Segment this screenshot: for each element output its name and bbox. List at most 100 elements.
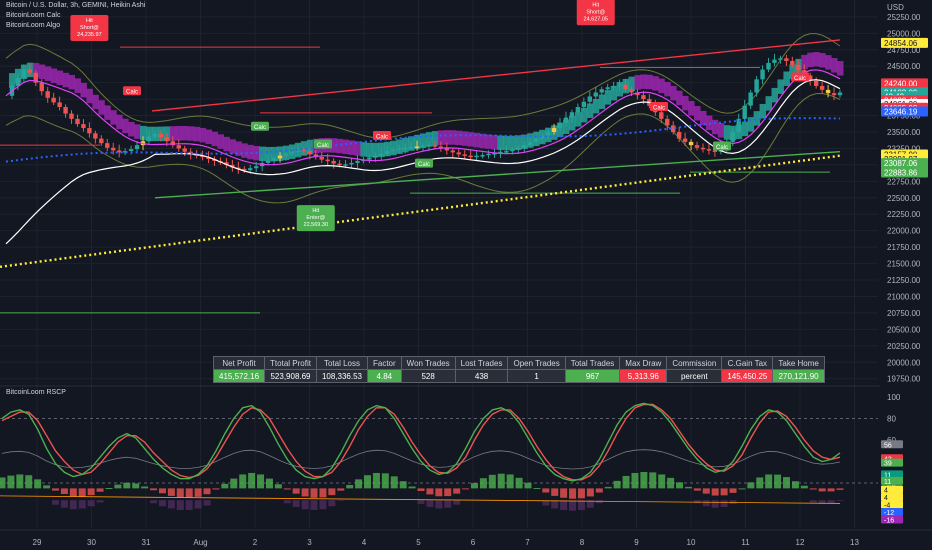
ribbon-segment	[74, 78, 81, 93]
ribbon-segment	[473, 132, 481, 148]
oscillator-title[interactable]: BitcoinLoom RSCP	[6, 389, 66, 396]
histogram-bar-purple	[836, 500, 844, 501]
histogram-bar	[408, 486, 416, 489]
histogram-bar	[604, 486, 612, 489]
osc-label-box	[881, 476, 903, 485]
histogram-bar	[87, 488, 95, 496]
histogram-bar-purple	[60, 500, 68, 508]
candle-body	[39, 82, 44, 92]
candle-body	[116, 150, 122, 153]
histogram-bar-purple	[711, 500, 719, 508]
candle-body	[796, 64, 801, 71]
ribbon-segment	[664, 81, 671, 97]
histogram-bar-purple	[185, 500, 193, 510]
histogram-bar	[292, 488, 300, 494]
histogram-bar	[738, 488, 746, 490]
ribbon-segment	[747, 117, 755, 132]
signal-box	[70, 15, 109, 42]
ribbon-segment	[771, 87, 778, 103]
stats-header-cell: Won Trades	[400, 356, 456, 370]
candle-body	[164, 137, 170, 142]
calc-tag-text: Calc	[653, 106, 665, 112]
candle-body	[474, 155, 479, 158]
candle-body	[528, 141, 533, 146]
time-tick-label: 3	[307, 538, 312, 547]
osc-label-text: -12	[884, 510, 894, 517]
histogram-bar	[114, 484, 122, 489]
histogram-bar	[533, 487, 541, 489]
osc-label-box	[881, 492, 903, 501]
stats-header-cell: Ttotal Profit	[264, 356, 317, 370]
histogram-bar-purple	[69, 500, 77, 510]
candle-body	[813, 80, 819, 86]
candle-body	[51, 97, 56, 103]
calc-tag-text: Calc	[376, 134, 388, 140]
histogram-bar	[497, 473, 505, 489]
candle-body	[456, 152, 461, 155]
ribbon-segment	[38, 64, 46, 79]
time-tick-label: 7	[525, 538, 530, 547]
histogram-bar	[791, 481, 799, 489]
ribbon-segment	[86, 88, 93, 104]
symbol-title[interactable]: Bitcoin / U.S. Dollar, 3h, GEMINI, Heiki…	[6, 2, 146, 9]
bollinger-bands	[5, 33, 841, 204]
candle-body	[277, 155, 283, 159]
ribbon-segment	[670, 85, 677, 101]
candle-body	[81, 124, 86, 129]
candle-body	[99, 138, 104, 144]
oscillator-axis[interactable]: 10080604020564339111144-4-12-16	[881, 393, 903, 525]
candle-body	[742, 105, 747, 119]
histogram-bar	[720, 488, 728, 496]
ribbon-segment	[717, 123, 725, 138]
histogram-bar-purple	[301, 500, 309, 510]
ribbon-segment	[765, 96, 772, 111]
candle-body	[289, 151, 295, 154]
calc-tag-text: Calc	[317, 143, 329, 149]
histogram-bar	[239, 474, 247, 489]
stats-header-cell: Open Trades	[507, 356, 566, 370]
price-axis[interactable]: 25250.0025000.0024750.0024500.0024250.00…	[881, 3, 928, 384]
histogram-bar-purple	[720, 500, 728, 507]
indicator-algo-label[interactable]: BitcoinLoom Algo	[6, 22, 61, 29]
ribbon-segment	[169, 126, 177, 141]
histogram-bar-purple	[310, 500, 318, 510]
ribbon-segment	[134, 124, 141, 139]
histogram-bar	[506, 474, 514, 489]
candle-body	[224, 162, 229, 165]
histogram-bar	[836, 488, 844, 490]
ribbon-segment	[50, 68, 58, 83]
indicator-calc-label[interactable]: BitcoinLoom Calc	[6, 12, 61, 19]
candle-body	[510, 149, 515, 152]
histogram-bar	[248, 472, 256, 489]
osc-tick-label: 100	[887, 393, 901, 402]
stats-value-cell: 5,313.96	[619, 369, 668, 383]
histogram-bar-purple	[444, 500, 452, 508]
histogram-bar	[765, 474, 773, 489]
calc-tag	[415, 158, 433, 168]
histogram-bar	[426, 488, 434, 495]
osc-tick-label: 80	[887, 415, 896, 424]
ribbon-segment	[443, 130, 451, 145]
histogram-bar	[141, 486, 149, 489]
histogram-bar	[16, 474, 24, 489]
candle-body	[355, 160, 360, 163]
histogram-bar	[444, 488, 452, 497]
histogram-bar-purple	[292, 500, 300, 507]
histogram-bar	[622, 475, 630, 489]
candle-body	[69, 113, 74, 119]
candle-body	[206, 157, 211, 159]
candle-body	[611, 85, 616, 88]
osc-label-text: 11	[884, 479, 891, 486]
histogram-bar	[577, 488, 585, 499]
osc-label-box	[881, 470, 903, 479]
trend-line-resistance	[151, 39, 841, 112]
histogram-bar-purple	[435, 500, 443, 509]
candle-body	[283, 153, 289, 156]
osc-baseline	[0, 495, 841, 504]
price-tick-label: 22250.00	[887, 210, 921, 219]
ribbon-segment	[503, 135, 510, 151]
histogram-bar	[51, 488, 59, 491]
histogram-bar	[470, 483, 478, 489]
time-axis[interactable]: 29 30 31 Aug 2 3 4 5 6 7 8 9 10 11 12 13	[0, 529, 932, 547]
